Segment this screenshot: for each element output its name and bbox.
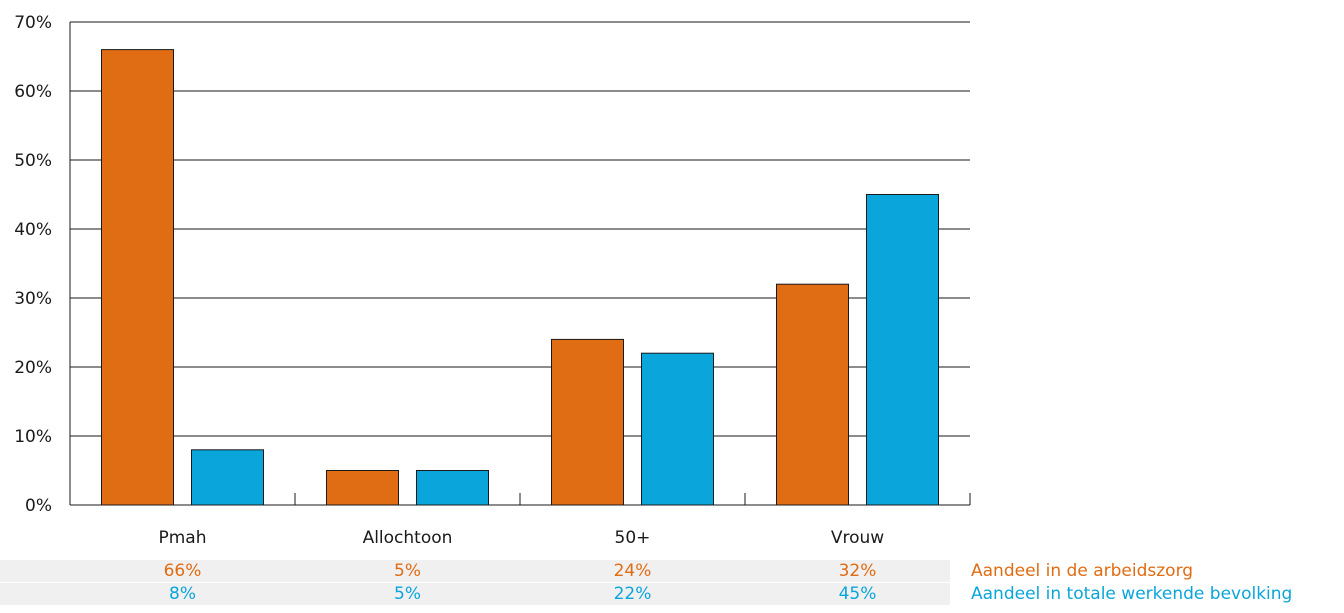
data-label-cell: 5% [394,561,421,581]
row-background [0,583,950,605]
row-background [0,560,950,582]
y-tick-label: 70% [14,13,52,33]
y-tick-label: 0% [25,496,52,516]
y-tick-label: 20% [14,358,52,378]
data-label-cell: 22% [613,584,652,604]
category-label: Vrouw [831,528,884,548]
category-label: Pmah [158,528,206,548]
bars [101,49,939,506]
category-labels: Pmah Allochtoon 50+ Vrouw [158,528,884,548]
bar-series-1 [551,338,624,506]
y-tick-label: 60% [14,82,52,102]
data-label-cell: 5% [394,584,421,604]
data-label-cell: 66% [163,561,202,581]
y-tick-label: 40% [14,220,52,240]
data-label-cell: 32% [838,561,877,581]
category-label: Allochtoon [363,528,453,548]
series-2-label: Aandeel in totale werkende bevolking [971,584,1293,604]
data-table-row-series-1: 66% 5% 24% 32% Aandeel in de arbeidszorg [0,560,1344,582]
y-tick-label: 50% [14,151,52,171]
y-tick-label: 30% [14,289,52,309]
data-label-cell: 45% [838,584,877,604]
series-1-label: Aandeel in de arbeidszorg [971,561,1194,581]
bar-series-1 [326,470,399,506]
category-label: 50+ [615,528,651,548]
bar-series-2 [866,194,939,506]
bar-series-2 [641,352,714,506]
data-table-row-series-2: 8% 5% 22% 45% Aandeel in totale werkende be… [0,583,1344,605]
data-label-cell: 8% [169,584,196,604]
data-label-cell: 24% [613,561,652,581]
bar-series-1 [101,49,174,506]
bar-series-2 [416,470,489,506]
bar-series-2 [191,449,264,506]
bar-chart: 0% 10% 20% 30% 40% 50% 60% 70% Pmah Allochtoon 50… [14,13,971,548]
y-tick-label: 10% [14,427,52,447]
gridlines [69,21,970,505]
x-axis [70,493,971,506]
y-axis-tick-labels: 0% 10% 20% 30% 40% 50% 60% 70% [14,13,52,516]
bar-series-1 [776,283,849,506]
